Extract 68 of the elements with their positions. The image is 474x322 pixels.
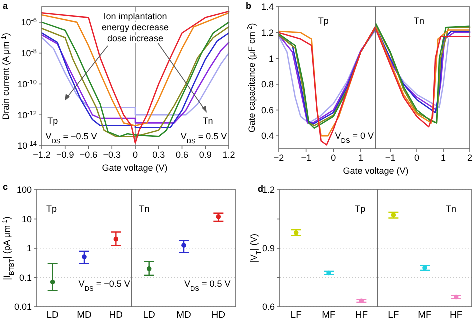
x-tick-label: HD — [212, 310, 226, 321]
annotation: Tn — [139, 204, 150, 214]
x-tick-label: −0.9 — [56, 150, 74, 160]
chart-title: a — [3, 1, 9, 11]
x-tick-label: 0.6 — [176, 150, 189, 160]
x-tick-label: HF — [450, 310, 463, 321]
x-tick-label: HF — [355, 310, 368, 321]
x-tick-label: −2 — [274, 153, 284, 163]
x-tick-label: 2 — [467, 153, 473, 163]
y-tick-label: 1.2 — [261, 28, 274, 38]
annotation: Tp — [48, 116, 58, 126]
annotation: Tp — [318, 16, 329, 26]
x-axis-title: Gate voltage (V) — [343, 166, 409, 176]
annotation: V$_{DS}$ = 0.5 V — [184, 279, 231, 293]
y-tick-label: 10$^{-14}$ — [18, 140, 38, 152]
x-tick-label: 1 — [441, 153, 446, 163]
annotation: Tn — [202, 116, 214, 126]
y-tick-label: 0.9 — [262, 244, 275, 254]
y-tick-label: 0.01 — [14, 302, 32, 312]
chart-title: d — [258, 184, 264, 194]
x-tick-label: LD — [46, 310, 60, 321]
y-tick-label: 1 — [268, 54, 274, 64]
annotation: Tn — [446, 204, 457, 214]
x-tick-label: LD — [143, 310, 156, 321]
x-tick-label: 0.9 — [199, 150, 212, 160]
annotation: Tn — [414, 16, 424, 26]
y-tick-label: 1 — [26, 244, 32, 254]
x-tick-label: 0.3 — [152, 150, 166, 160]
y-tick-label: 0.6 — [261, 105, 274, 116]
x-tick-label: MD — [176, 310, 192, 321]
y-tick-label: 10$^{-12}$ — [18, 110, 38, 120]
x-tick-label: −0.6 — [80, 150, 98, 160]
annotation: V$_{DS}$ = 0 V — [335, 131, 374, 145]
y-tick-label: 0.6 — [262, 302, 275, 312]
annotation: Ion implantation energy decrease dose increase — [102, 12, 170, 44]
y-tick-label: 0.1 — [19, 272, 32, 283]
annotation: Tp — [355, 204, 366, 214]
x-tick-label: LF — [388, 310, 400, 321]
x-tick-label: MD — [77, 310, 92, 321]
x-tick-label: −1.2 — [33, 150, 51, 160]
annotation: V$_{DS}$ = −0.5 V — [78, 279, 130, 293]
x-tick-label: 0 — [414, 153, 420, 163]
x-tick-label: −1 — [301, 153, 312, 163]
y-tick-label: 10$^{-8}$ — [21, 48, 38, 58]
y-tick-label: 0.8 — [261, 80, 274, 90]
x-tick-label: 1.2 — [222, 150, 236, 160]
x-tick-label: 0 — [132, 150, 138, 160]
annotation: Tp — [46, 204, 58, 214]
y-tick-label: 1.4 — [261, 2, 274, 12]
chart-title: b — [246, 1, 252, 11]
x-axis-title: Gate voltage (V) — [102, 163, 168, 173]
annotation: V$_{DS}$ = 0.5 V — [180, 132, 228, 146]
annotation: V$_{DS}$ = −0.5 V — [46, 132, 98, 146]
x-tick-label: MF — [418, 310, 432, 321]
y-tick-label: 0.4 — [261, 131, 274, 142]
x-tick-label: MF — [322, 310, 336, 321]
y-tick-label: 10 — [22, 214, 32, 224]
x-tick-label: −1 — [385, 153, 396, 163]
y-tick-label: 10$^{-10}$ — [18, 78, 38, 90]
x-tick-label: LF — [290, 310, 302, 321]
y-tick-label: 100 — [16, 185, 32, 196]
x-tick-label: HD — [109, 310, 124, 321]
x-tick-label: 1 — [358, 153, 364, 163]
chart-title: c — [3, 182, 8, 192]
x-tick-label: 0 — [331, 153, 336, 163]
y-tick-label: 10$^{-6}$ — [21, 17, 38, 28]
x-tick-label: −0.3 — [103, 150, 122, 160]
y-tick-label: 1.2 — [262, 185, 275, 196]
